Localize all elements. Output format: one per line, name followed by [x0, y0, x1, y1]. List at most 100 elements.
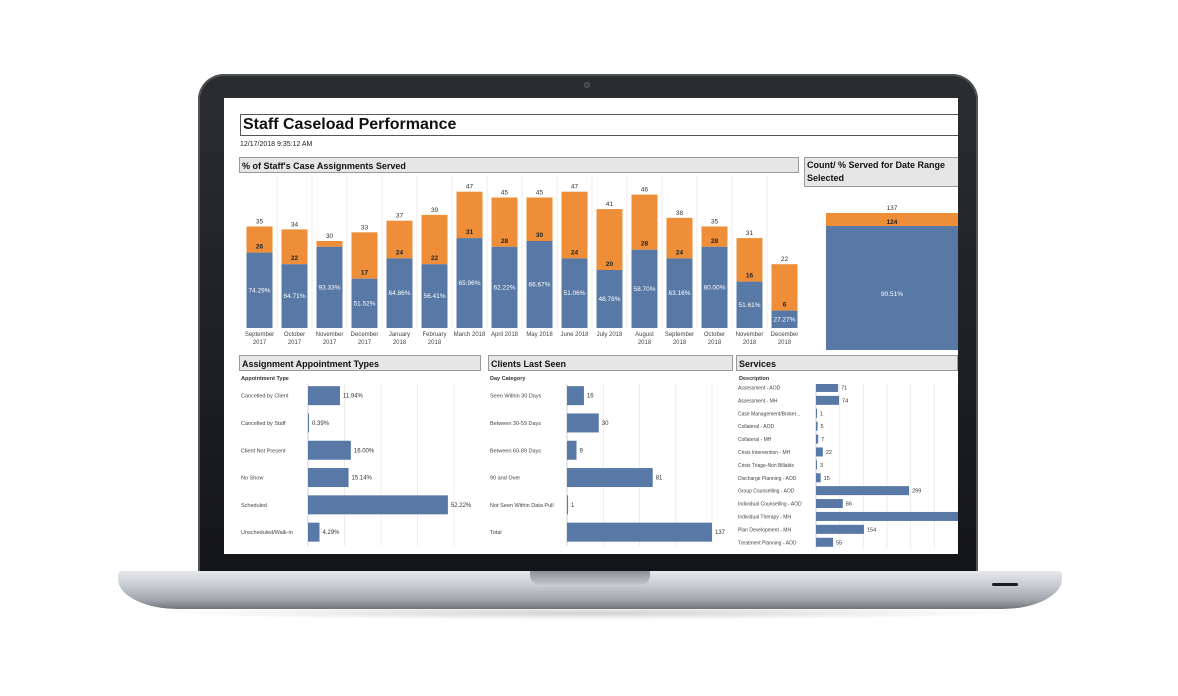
bar-unserved [281, 229, 308, 265]
y-tick-label: Unscheduled/Walk-in [241, 530, 293, 536]
x-tick-label: June 2018 [560, 332, 589, 338]
bar-total-label: 39 [431, 207, 439, 214]
bar-value-label: 1 [571, 503, 575, 509]
bar-value-label: 16 [587, 394, 594, 400]
bar-total-label: 45 [501, 190, 509, 197]
bar-value-label: 81 [656, 476, 663, 482]
bar-unserved-label: 17 [361, 270, 369, 277]
bar-unserved-label: 22 [431, 255, 439, 262]
y-tick-label: Collateral - MH [738, 437, 772, 443]
bar-unserved [386, 220, 413, 259]
bar-value-label: 30 [602, 421, 609, 427]
bar-unserved [561, 191, 588, 259]
bar-value-label: 22 [826, 450, 832, 456]
bar-value-label: 15.14% [352, 476, 373, 482]
bar-value-label: 7 [821, 437, 824, 443]
bar-total-label: 30 [326, 233, 334, 240]
x-tick-label: October 2017 [284, 332, 305, 346]
bar-served [351, 278, 378, 328]
bar-unserved [351, 232, 378, 279]
y-tick-label: Total [490, 530, 502, 536]
x-tick-label: September 2017 [245, 332, 274, 346]
bar-unserved [246, 226, 273, 253]
panel-title-appt-types: Assignment Appointment Types [239, 355, 481, 371]
bar [816, 395, 840, 405]
panel-title-last-seen: Clients Last Seen [488, 355, 733, 371]
bar-unserved [456, 191, 483, 239]
bar-value-label: 74 [842, 398, 848, 404]
bar-served [736, 281, 763, 328]
status-led [992, 583, 1018, 586]
bar-total-label: 41 [606, 201, 614, 208]
bar-unserved [491, 197, 518, 247]
bar-pct-label: 48.78% [598, 296, 620, 303]
bar-unserved [316, 241, 343, 247]
bar-unserved-label: 31 [466, 229, 474, 236]
bar-pct-label: 58.70% [633, 286, 655, 293]
bar [816, 408, 817, 418]
bar-pct-label: 51.61% [738, 302, 760, 309]
y-tick-label: Treatment Planning - AOD [738, 540, 797, 546]
bar [308, 413, 310, 433]
x-tick-label: April 2018 [491, 332, 519, 338]
field-label-description: Description [739, 376, 770, 382]
page-title: Staff Caseload Performance [240, 114, 958, 136]
bar-unserved-label: 28 [711, 238, 719, 245]
y-tick-label: Individual Therapy - MH [738, 514, 791, 520]
field-label-day-category: Day Category [490, 376, 526, 382]
x-tick-label: March 2018 [454, 332, 486, 338]
y-tick-label: Cancelled by Staff [241, 421, 286, 427]
bar-value-label: 52.22% [451, 503, 472, 509]
bar-unserved [631, 194, 658, 250]
bar-pct-label: 64.86% [388, 290, 410, 297]
bar-pct-label: 63.16% [668, 290, 690, 297]
bar-served [281, 264, 308, 328]
x-tick-label: January 2018 [389, 332, 410, 346]
bar-unserved [526, 197, 553, 241]
bar-value-label: 11.94% [343, 394, 364, 400]
y-tick-label: Cancelled by Client [241, 394, 289, 400]
bar-total-label: 38 [676, 210, 684, 217]
bar [308, 522, 320, 542]
count-stacked-bar-chart: 137 124 90.51% [826, 205, 958, 350]
y-tick-label: Discharge Planning - AOD [738, 476, 797, 482]
bar [308, 468, 349, 488]
field-label-appt-type: Appointment Type [241, 376, 289, 382]
bar-total-label: 45 [536, 190, 544, 197]
bar-unserved [736, 238, 763, 282]
bar-pct-label: 56.41% [423, 293, 445, 300]
camera-icon [584, 82, 590, 88]
bar [816, 434, 819, 444]
bar-unserved-label: 24 [571, 249, 579, 256]
bar [816, 524, 864, 534]
bar-served [491, 246, 518, 328]
laptop-shadow [160, 606, 1020, 620]
bar [308, 440, 351, 460]
bar-unserved-label: 28 [501, 238, 509, 245]
bar [816, 537, 834, 547]
bar [816, 486, 910, 496]
bar-value-label: 86 [846, 502, 852, 508]
bar-unserved-label: 124 [887, 219, 898, 226]
bar-value-label: 1 [820, 411, 823, 417]
bar-unserved [771, 264, 798, 311]
bar-served [561, 258, 588, 328]
bar [308, 495, 448, 515]
bar-value-label: 9 [580, 448, 584, 454]
bar-pct-label: 90.51% [881, 291, 903, 298]
bar [567, 522, 712, 542]
bar-served [316, 246, 343, 328]
bar-unserved [826, 213, 958, 226]
bar-value-label: 3 [820, 463, 823, 469]
bar-value-label: 55 [836, 540, 842, 546]
bar-served [666, 258, 693, 328]
bar-unserved-label: 24 [676, 249, 684, 256]
bar [816, 499, 843, 509]
bar-unserved [666, 217, 693, 259]
x-tick-label: December 2018 [771, 332, 799, 346]
bar-value-label: 71 [841, 385, 847, 391]
bar-total-label: 46 [641, 187, 649, 194]
y-tick-label: 90 and Over [490, 476, 520, 482]
bar-total-label: 35 [711, 219, 719, 226]
